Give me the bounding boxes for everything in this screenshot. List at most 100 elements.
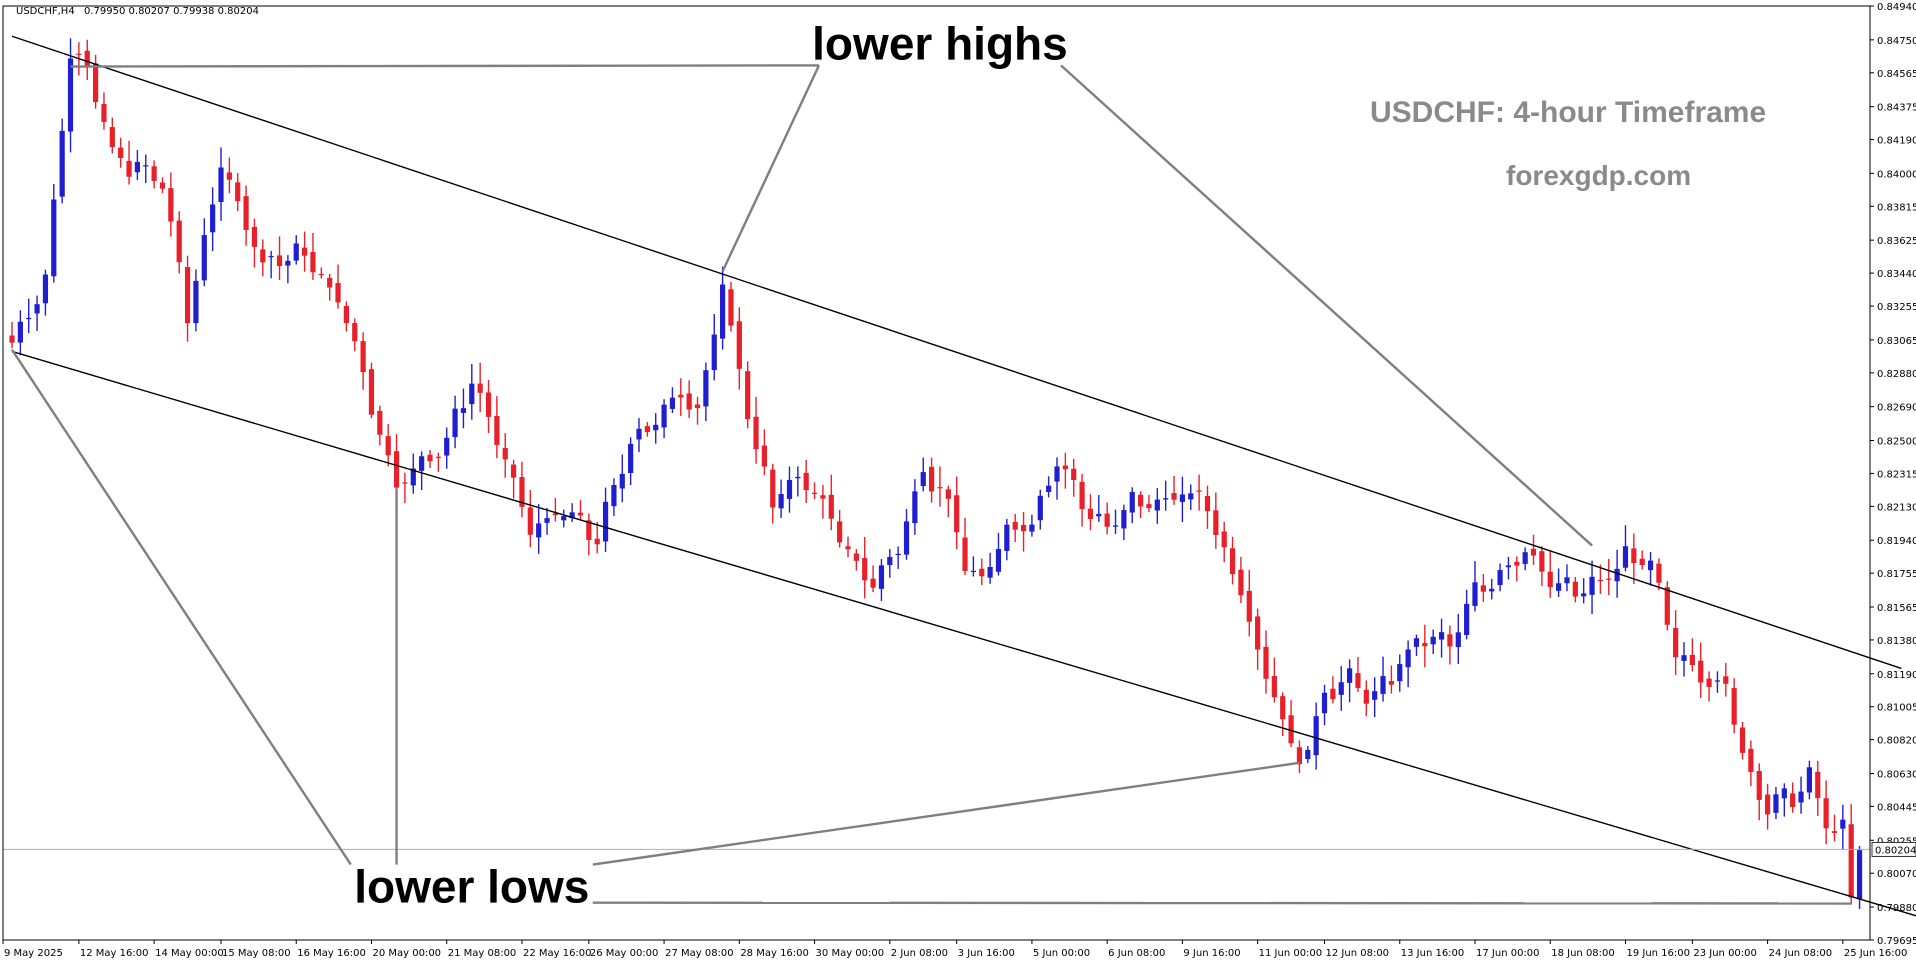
candle [1313,702,1319,770]
candle [168,172,174,237]
candle [1698,642,1704,698]
candle-body [995,548,1002,572]
candle [1422,624,1428,668]
candle-body [561,516,567,521]
candle [1656,558,1662,591]
candle-body [1781,788,1787,799]
candle [1647,552,1654,586]
candle [519,461,525,518]
candle [327,273,333,301]
candle [1756,763,1762,821]
candle [159,177,166,194]
candle-body [393,451,400,488]
candle [561,509,567,528]
candle [1781,783,1787,817]
candle [251,218,258,268]
candle [84,39,90,81]
candle [820,484,826,519]
candle [837,509,843,548]
candle [1505,556,1512,580]
candle-body [1338,682,1344,695]
candle [1096,494,1102,522]
candle [527,490,533,548]
candle-body [811,492,818,495]
candle [1188,484,1194,510]
y-tick-label: 0.80070 [1877,869,1916,880]
candle-body [1714,680,1721,682]
candle [1104,502,1110,535]
candle-body [1347,668,1353,683]
candle [1681,642,1687,677]
annotation-pointer-line [10,349,352,866]
candle-body [803,472,809,491]
candle [1447,625,1453,665]
candle [402,472,408,504]
candle [1572,577,1578,603]
candle-body [878,565,885,589]
candle [1522,547,1528,571]
candle [1380,656,1386,702]
candle-body [1238,569,1244,596]
candle-body [577,512,584,516]
candle [761,429,767,476]
candle-body [1647,560,1654,571]
y-tick-label: 0.82500 [1877,437,1916,448]
candle-body [937,487,943,489]
candle-body [410,468,416,486]
candle-body [168,188,174,222]
candle-body [134,161,140,173]
candle [1597,564,1603,594]
candle [201,218,207,287]
candle [954,476,960,550]
annotation-pointer-line [592,761,1300,866]
candle [1004,518,1010,561]
candle [310,232,316,280]
candle-body [929,466,935,492]
candle [285,255,291,284]
candle [594,522,600,554]
candle [1731,678,1737,734]
candle [1154,488,1160,524]
watermark-title: USDCHF: 4-hour Timeframe [1370,96,1766,129]
candle-body [385,436,391,456]
candle [1664,581,1670,631]
candle-body [987,567,993,578]
candle-body [1213,510,1219,536]
candle [1539,546,1545,586]
y-tick-label: 0.80630 [1877,770,1916,781]
candle [1246,569,1252,637]
candle [736,307,742,390]
x-tick-label: 27 May 08:00 [665,948,734,959]
candle-body [1405,649,1411,668]
candle [828,474,834,531]
candle [410,453,416,494]
candle-body [694,404,701,409]
candle-body [143,165,149,167]
candle [1171,475,1177,505]
candle-body [1204,495,1211,512]
candle-body [536,523,542,538]
candle [1338,666,1344,711]
candle-body [728,289,734,326]
candle [343,301,349,332]
candle-body [260,249,266,263]
candle-body [1263,646,1269,679]
candle-body [402,482,408,484]
candle [243,185,249,246]
candle [1689,638,1695,672]
candle [67,38,74,153]
candle-body [235,182,241,202]
candle-body [1229,548,1236,575]
y-tick-label: 0.83440 [1877,269,1916,280]
candle-body [544,518,550,523]
candle-body [1765,794,1771,815]
candle-body [1271,676,1277,698]
candle-body [1723,676,1729,684]
candle-body [34,304,40,314]
candle-body [761,445,767,467]
candle [210,187,216,252]
candle-body [686,393,692,410]
candle [1831,814,1838,842]
